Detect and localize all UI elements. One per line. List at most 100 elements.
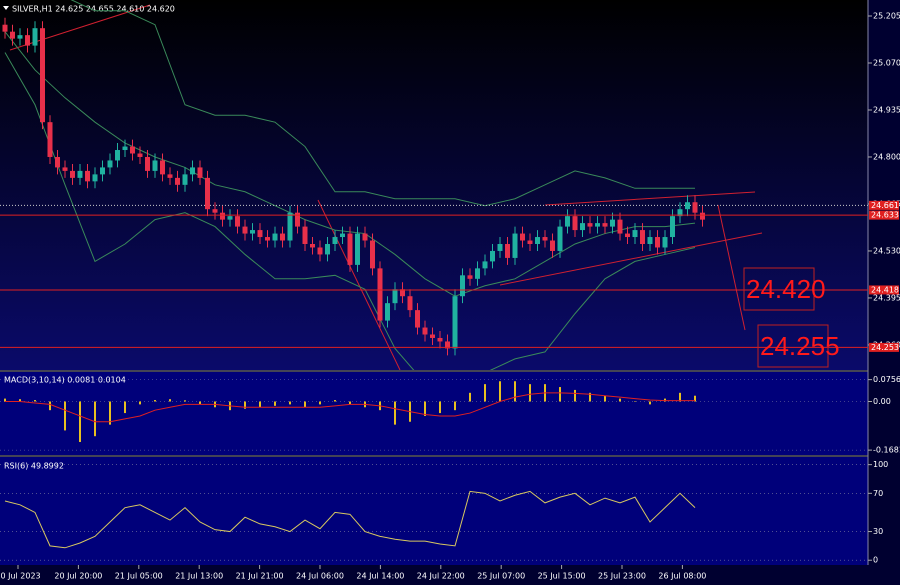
candle-body: [700, 212, 705, 220]
candle-body: [370, 240, 375, 269]
candle-body: [227, 216, 233, 220]
macd-bar: [4, 398, 6, 402]
bollinger-band: [4, 52, 696, 370]
y-tick-label: 0.00: [873, 397, 891, 406]
candle-body: [445, 341, 450, 349]
trend-line: [544, 191, 756, 206]
candle-body: [25, 35, 30, 46]
macd-bar: [394, 401, 396, 425]
candle-body: [317, 247, 323, 255]
candle-body: [647, 237, 653, 244]
candle-body: [265, 237, 270, 241]
symbol-header: SILVER,H1 24.625 24.655 24.610 24.620: [12, 5, 175, 14]
candle-body: [452, 296, 458, 349]
level-tag: [869, 285, 899, 295]
macd-bar: [694, 395, 696, 402]
macd-bar: [49, 401, 51, 411]
candle-body: [55, 156, 60, 168]
time-label: 25 Jul 15:00: [538, 572, 586, 581]
candle-body: [602, 223, 608, 227]
candle-body: [152, 160, 158, 171]
rsi-title: RSI(6) 49.8992: [4, 462, 64, 471]
candle-body: [415, 310, 420, 328]
macd-bar: [679, 392, 681, 402]
candle-body: [70, 170, 75, 178]
candle-body: [430, 334, 435, 338]
time-label: 25 Jul 23:00: [598, 572, 646, 581]
candle-body: [392, 289, 398, 304]
candle-body: [625, 233, 630, 238]
level-label: 24.253: [871, 343, 899, 352]
macd-bar: [634, 401, 636, 402]
y-tick-label: 0: [873, 556, 878, 565]
macd-bar: [349, 401, 351, 405]
candle-body: [2, 24, 8, 32]
macd-bar: [604, 395, 606, 402]
level-tag: [869, 200, 899, 210]
candle-body: [302, 226, 308, 244]
candle-body: [362, 233, 368, 241]
candle-body: [47, 122, 53, 157]
level-label: 24.418: [871, 285, 899, 294]
time-label: 25 Jul 07:00: [477, 572, 525, 581]
header-arrow: [3, 6, 9, 10]
candle-body: [92, 174, 98, 182]
y-tick-label: 30: [873, 527, 883, 536]
candle-body: [122, 146, 128, 151]
candle-body: [482, 261, 488, 269]
rsi-line: [4, 490, 696, 549]
candle-body: [115, 150, 120, 161]
candle-body: [280, 233, 285, 241]
candle-body: [242, 226, 248, 234]
macd-bar: [19, 399, 21, 402]
macd-title: MACD(3,10,14) 0.0081 0.0104: [4, 376, 126, 385]
candle-body: [347, 233, 353, 265]
candle-body: [520, 233, 525, 241]
time-label: 26 Jul 08:00: [658, 572, 706, 581]
candle-body: [250, 230, 255, 234]
time-label: 20 Jul 20:00: [54, 572, 102, 581]
macd-bar: [334, 400, 336, 402]
candle-body: [325, 243, 330, 255]
macd-bar: [619, 398, 621, 402]
signal-line: [5, 392, 695, 423]
annotation-box: [743, 267, 815, 311]
main-panel: [0, 0, 868, 370]
time-axis: [0, 565, 868, 585]
candle-body: [272, 233, 278, 241]
candle-body: [610, 219, 615, 227]
candle-body: [595, 223, 600, 227]
candle-body: [310, 243, 315, 248]
candle-body: [460, 275, 465, 297]
candle-body: [167, 174, 173, 178]
candle-body: [205, 177, 210, 210]
candle-body: [580, 223, 585, 231]
candle-body: [565, 216, 570, 227]
candle-body: [130, 146, 135, 154]
macd-bar: [124, 401, 126, 414]
macd-bar: [154, 400, 156, 402]
drawings: [9, 4, 763, 370]
candle-body: [32, 28, 38, 46]
candle-body: [632, 230, 638, 238]
y-tick-label: 0.0756: [873, 375, 900, 384]
candle-body: [85, 170, 90, 182]
projection-line: [717, 204, 746, 331]
time-label: 21 Jul 21:00: [236, 572, 284, 581]
macd-panel: [0, 372, 868, 455]
macd-bar: [244, 401, 246, 409]
macd-bar: [454, 401, 456, 411]
macd-bar: [574, 389, 576, 402]
level-tag: [869, 210, 899, 220]
time-label: 20 Jul 2023: [0, 572, 41, 581]
macd-bar: [424, 401, 426, 416]
time-label: 21 Jul 13:00: [175, 572, 223, 581]
candle-body: [422, 327, 428, 335]
macd-bar: [139, 401, 141, 405]
macd-bar: [34, 400, 36, 402]
y-tick-label: 70: [873, 489, 883, 498]
macd-bar: [169, 399, 171, 402]
macd-bar: [274, 401, 276, 406]
candle-body: [385, 303, 390, 321]
candle-body: [160, 160, 165, 175]
